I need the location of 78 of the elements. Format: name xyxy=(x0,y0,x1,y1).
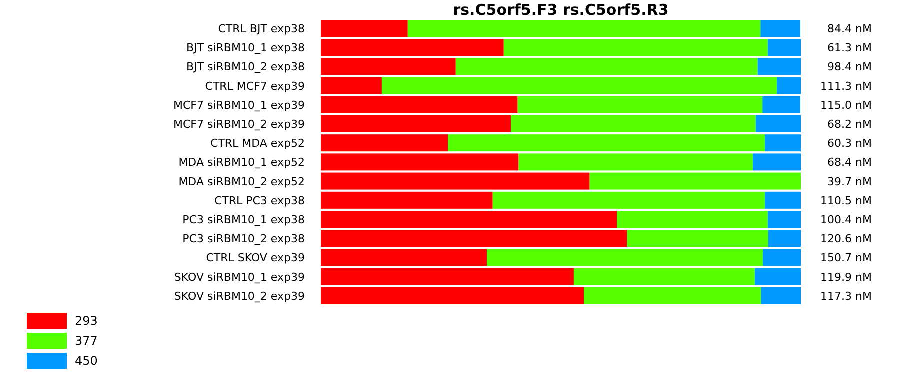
y-tick-label: SKOV siRBM10_1 exp39 xyxy=(174,270,305,284)
bar xyxy=(777,77,801,94)
bar xyxy=(321,192,493,209)
y-tick-label: SKOV siRBM10_2 exp39 xyxy=(174,290,305,303)
y-tick-label: CTRL MDA exp52 xyxy=(210,137,305,150)
text: 61.3 nM xyxy=(828,42,872,55)
bar xyxy=(456,58,758,76)
bar xyxy=(321,39,504,56)
text: 98.4 nM xyxy=(828,60,872,74)
bar xyxy=(321,172,590,190)
bar xyxy=(321,154,519,171)
bar xyxy=(321,287,584,304)
y-tick-label: BJT siRBM10_2 exp38 xyxy=(186,60,305,74)
text: 100.4 nM xyxy=(820,214,872,226)
bar xyxy=(321,211,618,228)
bar xyxy=(408,20,761,37)
bar xyxy=(765,192,801,209)
bar xyxy=(448,134,765,152)
y-tick-label: CTRL BJT exp38 xyxy=(218,22,305,36)
bar xyxy=(574,268,755,286)
bar xyxy=(765,134,801,152)
text: 117.3 nM xyxy=(820,290,872,303)
bar xyxy=(321,230,628,248)
bar xyxy=(584,287,762,304)
bar xyxy=(753,154,801,171)
legend-label: 293 xyxy=(75,314,98,328)
bar xyxy=(321,58,456,76)
legend-label: 450 xyxy=(75,354,98,368)
text: 84.4 nM xyxy=(828,22,872,36)
y-tick-label: BJT siRBM10_1 exp38 xyxy=(186,42,305,55)
y-tick-label: MDA siRBM10_1 exp52 xyxy=(178,156,305,170)
legend-label: 377 xyxy=(75,334,98,348)
y-tick-label: MCF7 siRBM10_1 exp39 xyxy=(173,98,305,112)
bar xyxy=(768,39,801,56)
bar xyxy=(754,268,801,286)
bar xyxy=(511,116,756,132)
bar xyxy=(756,116,801,132)
y-tick-label: CTRL SKOV exp39 xyxy=(206,252,305,265)
text: 150.7 nM xyxy=(820,252,872,265)
bar xyxy=(321,249,488,266)
bar xyxy=(518,96,763,114)
text: 60.3 nM xyxy=(828,137,872,150)
bar xyxy=(760,20,801,37)
bar xyxy=(763,249,801,266)
bar xyxy=(321,20,408,37)
bar xyxy=(382,77,777,94)
bar xyxy=(627,230,768,248)
text: 68.2 nM xyxy=(828,118,872,131)
bar xyxy=(762,96,801,114)
bar xyxy=(321,134,448,152)
bar xyxy=(768,211,801,228)
bar xyxy=(321,116,512,132)
y-tick-label: CTRL MCF7 exp39 xyxy=(205,80,305,93)
text: 111.3 nM xyxy=(820,80,872,93)
bar xyxy=(321,268,574,286)
text: 68.4 nM xyxy=(828,156,872,170)
bar xyxy=(492,192,765,209)
bar xyxy=(617,211,768,228)
chart-title: rs.C5orf5.F3 rs.C5orf5.R3 xyxy=(453,1,669,19)
bar xyxy=(758,58,801,76)
y-tick-label: PC3 siRBM10_1 exp38 xyxy=(182,214,305,226)
bar xyxy=(518,154,753,171)
bar xyxy=(590,172,801,190)
y-tick-label: PC3 siRBM10_2 exp38 xyxy=(182,232,305,246)
text: 115.0 nM xyxy=(820,98,872,112)
text: 120.6 nM xyxy=(820,232,872,246)
bar xyxy=(768,230,801,248)
text: 119.9 nM xyxy=(820,270,872,284)
bar xyxy=(321,96,518,114)
text: 39.7 nM xyxy=(828,175,872,188)
bar xyxy=(504,39,768,56)
bar xyxy=(321,77,382,94)
bar xyxy=(487,249,764,266)
y-tick-label: MDA siRBM10_2 exp52 xyxy=(178,175,305,188)
bar xyxy=(761,287,801,304)
y-tick-label: CTRL PC3 exp38 xyxy=(214,194,305,208)
text: 110.5 nM xyxy=(820,194,872,208)
y-tick-label: MCF7 siRBM10_2 exp39 xyxy=(173,118,305,131)
